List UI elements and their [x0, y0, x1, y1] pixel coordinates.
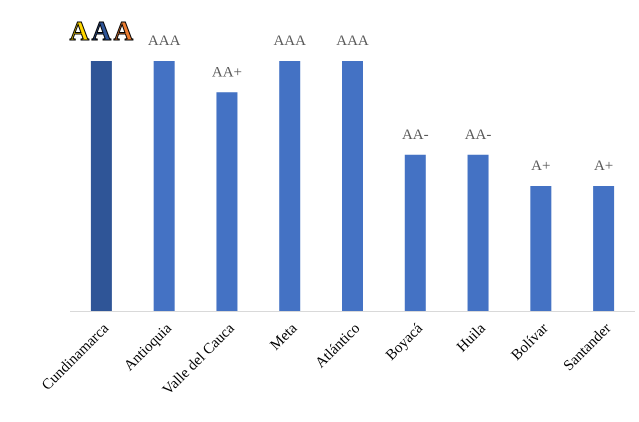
data-label: AA+	[212, 64, 242, 80]
bar-valle-del-cauca	[216, 92, 238, 311]
bar-huila	[467, 154, 489, 311]
data-label-letter: A	[70, 16, 90, 46]
bar-meta	[279, 61, 301, 311]
category-label: Santander	[561, 321, 615, 375]
bar-atl-ntico	[342, 61, 363, 311]
data-label: AAA	[336, 33, 369, 49]
data-label: AAA	[148, 33, 181, 49]
bar-antioquia	[153, 61, 175, 311]
category-label: Bolívar	[509, 321, 552, 364]
data-label-letter: A	[114, 16, 134, 46]
category-label: Cundinamarca	[39, 320, 112, 393]
data-label: A+	[594, 158, 613, 174]
bars-layer	[90, 61, 615, 311]
bar-boyac-	[404, 154, 426, 311]
category-label: Meta	[267, 320, 300, 353]
bar-cundinamarca	[90, 61, 112, 311]
category-label: Huila	[454, 320, 489, 355]
bar-santander	[593, 186, 615, 311]
bar-bol-var	[530, 186, 552, 311]
data-label: AAA	[273, 33, 306, 49]
data-label: AA-	[402, 127, 429, 143]
data-label-letter: A	[92, 16, 112, 46]
category-label: Antioquia	[121, 320, 175, 374]
data-label: AA-	[465, 127, 492, 143]
data-label: A+	[531, 158, 550, 174]
category-label: Atlántico	[313, 321, 364, 372]
category-label: Boyacá	[383, 320, 426, 363]
